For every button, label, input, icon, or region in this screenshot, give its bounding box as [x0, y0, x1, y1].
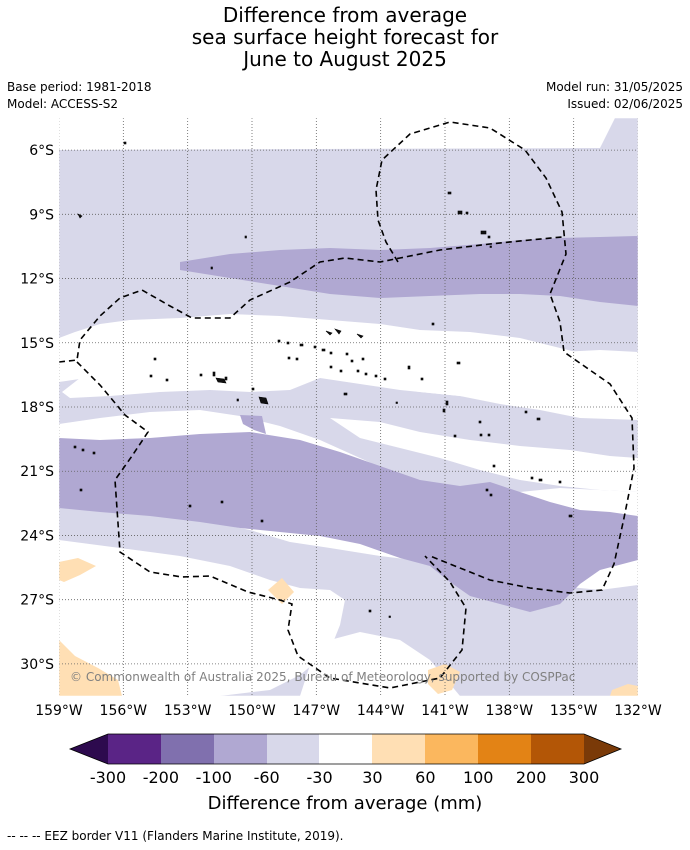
- meta-left: Base period: 1981-2018 Model: ACCESS-S2: [7, 79, 152, 113]
- positive-anomaly-patch-center: [268, 578, 294, 604]
- map-frame: [58, 117, 639, 697]
- lon-tick-label: 132°W: [614, 703, 662, 719]
- near-average-gap-north: [62, 350, 638, 410]
- anomaly-medium-band-south: [59, 432, 638, 612]
- longitude-labels: 159°W 156°W 153°W 150°W 147°W 144°W 141°W 138°W…: [35, 703, 662, 719]
- colorbar-tick-label: -100: [196, 768, 232, 787]
- positive-anomaly-patch-se: [610, 684, 638, 696]
- near-average-gap-center: [330, 418, 638, 492]
- anomaly-medium-band-north: [180, 236, 638, 306]
- title-line-2: sea surface height forecast for: [191, 25, 499, 49]
- map-gridlines: [59, 118, 638, 696]
- colorbar-tick-label: 200: [516, 768, 547, 787]
- model-run: Model run: 31/05/2025: [545, 80, 683, 94]
- colorbar-tick-label: 100: [463, 768, 494, 787]
- model-name: Model: ACCESS-S2: [7, 97, 119, 111]
- lon-tick-label: 141°W: [421, 703, 469, 719]
- lat-tick-label: 27°S: [20, 593, 54, 609]
- lon-tick-label: 156°W: [100, 703, 148, 719]
- lon-tick-label: 144°W: [357, 703, 405, 719]
- copyright-notice: © Commonwealth of Australia 2025, Bureau…: [70, 670, 575, 684]
- colorbar-segment-3: [214, 734, 267, 764]
- meta-right: Model run: 31/05/2025 Issued: 02/06/2025: [546, 79, 683, 113]
- colorbar-tick-label: -30: [306, 768, 332, 787]
- lon-tick-label: 138°W: [486, 703, 534, 719]
- lon-tick-label: 135°W: [550, 703, 598, 719]
- colorbar-segment-5: [319, 734, 372, 764]
- colorbar-tick-labels: -300 -200 -100 -60 -30 30 60 100 200 300: [90, 768, 599, 787]
- title-line-3: June to August 2025: [243, 47, 447, 71]
- title-line-1: Difference from average: [222, 3, 468, 27]
- colorbar-tick-label: 300: [569, 768, 600, 787]
- near-average-gap-south: [59, 540, 345, 696]
- issued-date: Issued: 02/06/2025: [567, 97, 683, 111]
- eez-footnote: -- -- -- EEZ border V11 (Flanders Marine…: [7, 829, 344, 843]
- eez-border-cook-islands: [76, 361, 467, 689]
- colorbar-segment-1: [108, 734, 161, 764]
- eez-border: [59, 121, 635, 689]
- lon-tick-label: 150°W: [228, 703, 276, 719]
- colorbar-tick-label: -200: [143, 768, 179, 787]
- lat-tick-label: 9°S: [29, 207, 54, 223]
- lat-tick-label: 21°S: [20, 464, 54, 480]
- lon-tick-label: 159°W: [35, 703, 83, 719]
- colorbar-over-arrow: [584, 734, 621, 764]
- lat-tick-label: 15°S: [20, 336, 54, 352]
- anomaly-light-band-north: [59, 118, 638, 360]
- eez-border-west: [59, 236, 563, 363]
- base-period: Base period: 1981-2018: [7, 80, 152, 94]
- colorbar-tick-label: 30: [362, 768, 382, 787]
- colorbar-label: Difference from average (mm): [208, 793, 483, 814]
- latitude-labels: 6°S 9°S 12°S 15°S 18°S 21°S 24°S 27°S 30°S: [20, 143, 54, 673]
- positive-anomaly-patch-west: [59, 558, 96, 582]
- colorbar-outline: [68, 733, 623, 765]
- colorbar-segment-8: [478, 734, 531, 764]
- lat-tick-label: 18°S: [20, 400, 54, 416]
- anomaly-medium-patch-west: [240, 415, 266, 434]
- lat-tick-label: 12°S: [20, 272, 54, 288]
- colorbar-segment-4: [267, 734, 319, 764]
- colorbar-tick-label: 60: [415, 768, 435, 787]
- colorbar-segment-6: [372, 734, 425, 764]
- lon-tick-label: 147°W: [293, 703, 341, 719]
- map-title: Difference from average sea surface heig…: [0, 4, 690, 70]
- islands: [73, 141, 573, 618]
- colorbar-segment-2: [161, 734, 214, 764]
- map-plot-area: © Commonwealth of Australia 2025, Bureau…: [59, 118, 638, 696]
- positive-anomaly-patch-south: [428, 664, 460, 694]
- colorbar-tick-label: -60: [254, 768, 280, 787]
- lat-tick-label: 24°S: [20, 528, 54, 544]
- lat-tick-label: 6°S: [29, 143, 54, 159]
- lon-tick-label: 153°W: [164, 703, 212, 719]
- colorbar-tick-label: -300: [90, 768, 126, 787]
- colorbar-under-arrow: [70, 734, 108, 764]
- eez-border-french-polynesia: [375, 121, 635, 594]
- lat-tick-label: 30°S: [20, 657, 54, 673]
- colorbar: -300 -200 -100 -60 -30 30 60 100 200 300 Differen…: [68, 733, 623, 814]
- positive-anomaly-patch-sw: [59, 640, 122, 696]
- colorbar-segment-7: [425, 734, 478, 764]
- colorbar-segment-9: [531, 734, 584, 764]
